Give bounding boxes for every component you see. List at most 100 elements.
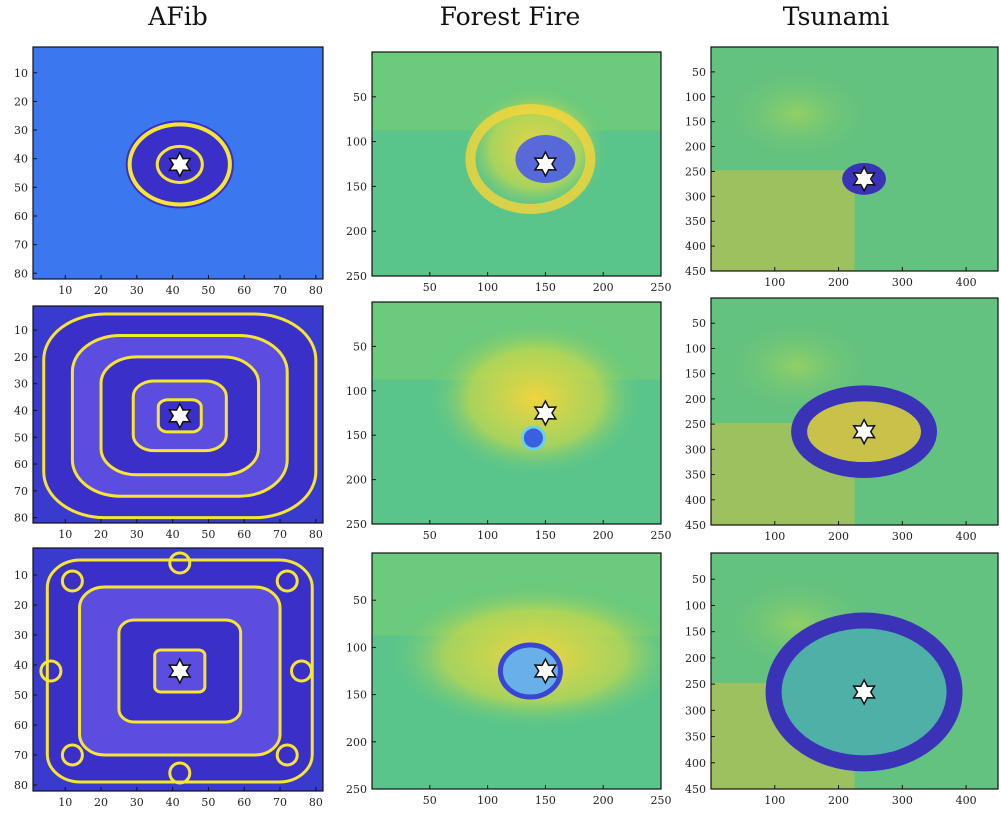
y-tick-label: 200 (685, 652, 706, 665)
column-title-tsunami: Tsunami (782, 2, 890, 31)
x-tick-label: 30 (130, 796, 144, 809)
y-tick-label: 150 (346, 180, 367, 193)
y-tick-label: 350 (685, 215, 706, 228)
y-tick-label: 200 (346, 736, 367, 749)
x-tick-label: 10 (58, 284, 72, 297)
y-tick-label: 30 (14, 124, 28, 137)
y-tick-label: 150 (685, 626, 706, 639)
x-tick-label: 60 (237, 528, 251, 541)
y-tick-label: 10 (14, 324, 28, 337)
wave-ring (60, 569, 84, 593)
y-tick-label: 50 (14, 689, 28, 702)
epicenter-star-icon (533, 150, 558, 178)
y-tick-label: 60 (14, 719, 28, 732)
y-tick-label: 200 (346, 225, 367, 238)
y-tick-label: 450 (685, 519, 706, 532)
y-tick-label: 30 (14, 378, 28, 391)
y-tick-label: 100 (685, 342, 706, 355)
panel-fire-row2: 50 100 150 200 250 50 100 150 200 250 (346, 301, 672, 542)
x-tick-label: 50 (423, 281, 437, 294)
x-tick-label: 400 (956, 276, 977, 289)
y-tick-label: 60 (14, 458, 28, 471)
x-tick-label: 250 (651, 529, 672, 542)
x-tick-label: 30 (130, 284, 144, 297)
x-tick-label: 200 (593, 281, 614, 294)
wave-ring (39, 659, 63, 683)
x-tick-label: 60 (237, 796, 251, 809)
epicenter-star-icon (167, 150, 192, 179)
heatmap-region (711, 170, 855, 271)
heatmap-field (711, 553, 998, 789)
x-tick-label: 50 (423, 529, 437, 542)
x-tick-label: 400 (956, 794, 977, 807)
column-title-forest-fire: Forest Fire (439, 2, 581, 31)
epicenter-star-icon (852, 418, 876, 446)
y-tick-label: 50 (14, 181, 28, 194)
x-tick-label: 70 (273, 528, 287, 541)
x-tick-label: 300 (892, 530, 913, 543)
y-tick-label: 100 (346, 385, 367, 398)
y-tick-label: 250 (346, 518, 367, 531)
y-tick-label: 40 (14, 153, 28, 166)
y-tick-label: 250 (685, 165, 706, 178)
y-tick-label: 70 (14, 749, 28, 762)
x-tick-label: 250 (651, 794, 672, 807)
heatmap-field (372, 52, 661, 276)
y-tick-label: 20 (14, 95, 28, 108)
y-tick-label: 50 (353, 340, 367, 353)
wave-ring (275, 569, 299, 593)
x-tick-label: 150 (535, 529, 556, 542)
y-tick-label: 10 (14, 67, 28, 80)
axes-frame (710, 46, 999, 272)
x-tick-label: 30 (130, 528, 144, 541)
x-tick-label: 400 (956, 530, 977, 543)
wave-ring (275, 743, 299, 767)
heatmap-field (711, 47, 998, 271)
x-tick-label: 50 (423, 794, 437, 807)
x-tick-label: 40 (166, 528, 180, 541)
y-tick-label: 150 (346, 429, 367, 442)
x-tick-label: 100 (477, 794, 498, 807)
x-tick-label: 100 (477, 529, 498, 542)
wave-ring (168, 761, 192, 785)
x-tick-label: 50 (201, 284, 215, 297)
wave-ring (168, 551, 192, 575)
x-tick-label: 100 (764, 794, 785, 807)
epicenter-star-icon (167, 402, 192, 430)
wave-ring (127, 122, 232, 207)
y-tick-label: 20 (14, 351, 28, 364)
x-tick-label: 200 (828, 276, 849, 289)
panel-afib-row3: 10 20 30 40 50 60 70 80 10 20 30 40 50 60 70 80 (14, 547, 324, 809)
y-tick-label: 250 (685, 678, 706, 691)
epicenter-star-icon (852, 165, 876, 193)
y-tick-label: 50 (353, 91, 367, 104)
axes-frame (371, 552, 662, 790)
axes-frame (371, 51, 662, 277)
panel-afib-row2: 10 20 30 40 50 60 70 80 10 20 30 40 50 60 70 80 (14, 305, 324, 541)
x-tick-label: 80 (309, 528, 323, 541)
x-tick-label: 40 (166, 284, 180, 297)
y-tick-label: 30 (14, 629, 28, 642)
x-tick-label: 20 (94, 284, 108, 297)
y-tick-label: 50 (14, 431, 28, 444)
y-tick-label: 100 (346, 136, 367, 149)
x-tick-label: 200 (593, 529, 614, 542)
y-tick-label: 150 (685, 116, 706, 129)
fire-front (465, 104, 596, 214)
y-tick-label: 450 (685, 265, 706, 278)
y-tick-label: 400 (685, 494, 706, 507)
x-tick-label: 250 (651, 281, 672, 294)
epicenter-star-icon (852, 678, 876, 706)
y-tick-label: 150 (346, 689, 367, 702)
y-tick-label: 100 (685, 599, 706, 612)
y-tick-label: 300 (685, 443, 706, 456)
x-tick-label: 40 (166, 796, 180, 809)
y-tick-label: 100 (685, 91, 706, 104)
x-tick-label: 300 (892, 276, 913, 289)
y-tick-label: 60 (14, 210, 28, 223)
axes-frame (32, 547, 324, 792)
y-tick-label: 80 (14, 267, 28, 280)
axes-frame (710, 297, 999, 526)
y-tick-label: 400 (685, 757, 706, 770)
x-tick-label: 20 (94, 796, 108, 809)
